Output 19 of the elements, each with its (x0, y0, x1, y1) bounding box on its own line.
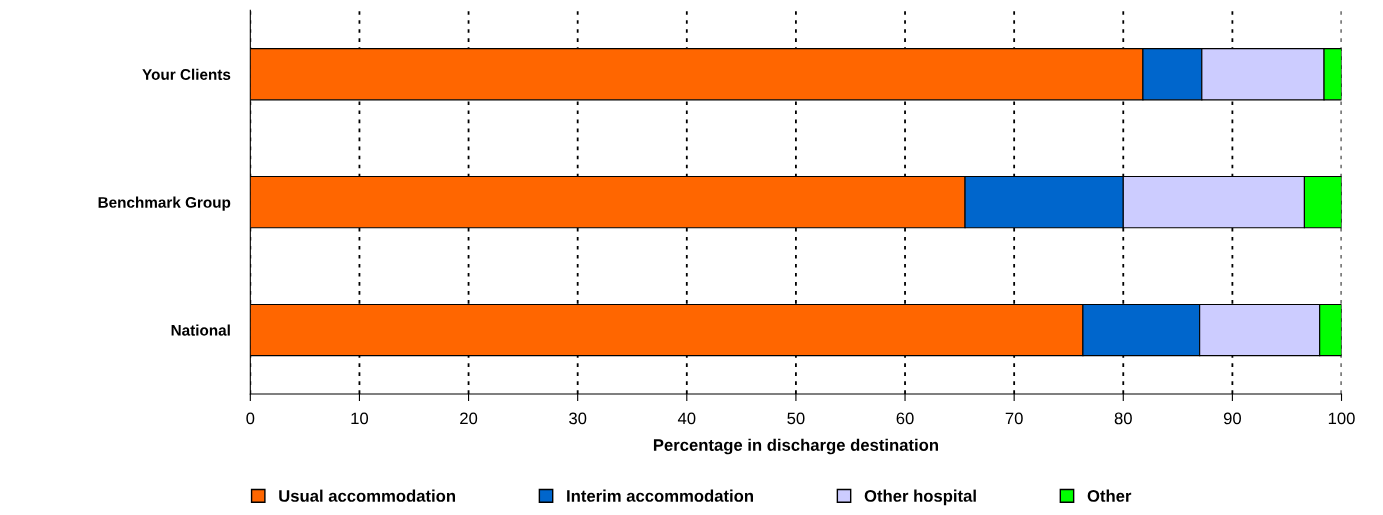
x-tick-label: 0 (246, 412, 255, 425)
x-tick-label: 60 (896, 412, 914, 425)
x-tick-label: 80 (1114, 412, 1132, 425)
x-tick-label: 30 (569, 412, 587, 425)
x-tick-label: 50 (787, 412, 805, 425)
legend-label: Usual accommodation (279, 489, 456, 502)
legend-label: Other hospital (864, 489, 976, 506)
y-tick-label: Benchmark Group (98, 196, 231, 211)
x-tick-label: 10 (351, 412, 369, 425)
y-tick-label: Your Clients (142, 68, 231, 80)
x-tick-label: 70 (1005, 412, 1023, 425)
legend-label: Interim accommodation (567, 489, 753, 502)
x-tick-label: 100 (1328, 412, 1355, 425)
x-axis-title: Percentage in discharge destination (653, 438, 938, 455)
y-tick-label: National (171, 324, 230, 336)
x-tick-label: 20 (460, 412, 478, 425)
x-tick-label: 90 (1223, 412, 1242, 425)
legend-label: Other (1087, 489, 1132, 502)
x-tick-label: 40 (677, 412, 696, 425)
